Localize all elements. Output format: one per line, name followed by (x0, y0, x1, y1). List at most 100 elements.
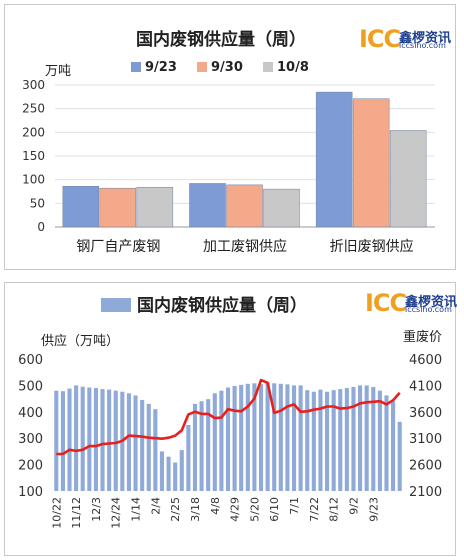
y-axis-label-left: 供应（万吨） (41, 333, 119, 349)
supply-bar (371, 386, 376, 491)
y-tick-label-right: 3100 (409, 432, 442, 447)
supply-bar (331, 390, 336, 491)
supply-bar (93, 388, 98, 491)
logo-url-text-2: iccsino.com (405, 305, 452, 314)
x-tick-label: 12/24 (110, 497, 123, 529)
x-tick-label: 1/14 (130, 497, 143, 522)
y-tick-label: 50 (30, 196, 45, 210)
y-tick-label: 0 (37, 220, 45, 234)
supply-bar (358, 385, 363, 491)
supply-bar (391, 401, 396, 491)
chart-title: 国内废钢供应量（周） (136, 29, 306, 50)
x-tick-label: 2/4 (149, 497, 162, 515)
y-tick-label-right: 2600 (409, 459, 442, 474)
legend-swatch-1 (197, 62, 207, 72)
bar-2-2 (389, 130, 427, 228)
y-tick-label: 200 (22, 125, 45, 139)
x-tick-label: 9/2 (347, 497, 360, 515)
logo-icc-text: ICC (359, 25, 401, 53)
chart-title-2: 国内废钢供应量（周） (137, 295, 307, 316)
supply-bar (126, 393, 131, 491)
x-tick-label: 12/3 (90, 497, 103, 522)
supply-bar (338, 389, 343, 491)
x-tick-label: 4/8 (209, 497, 222, 515)
bar-2-1 (352, 98, 390, 228)
supply-bar (232, 385, 237, 491)
supply-bar (364, 385, 369, 491)
legend-swatch-0 (131, 62, 141, 72)
y-tick-label-left: 400 (18, 406, 43, 421)
supply-bar (60, 391, 65, 491)
supply-bar (173, 462, 178, 491)
supply-bar (351, 386, 356, 491)
supply-bar (384, 395, 389, 491)
logo-icc-text-2: ICC (365, 289, 407, 317)
supply-breakdown-chart: 国内废钢供应量（周） 万吨 9/23 9/30 10/8 0 50 100 150 200 250 3… (22, 29, 435, 255)
supply-bar (54, 390, 59, 491)
supply-bar (265, 382, 270, 491)
x-tick-label: 8/12 (328, 497, 341, 522)
x-tick-label: 3/18 (189, 497, 202, 522)
legend-label-0: 9/23 (145, 60, 177, 75)
logo-url-text: iccsino.com (399, 41, 446, 50)
bar-1-1 (226, 184, 263, 228)
y-tick-label-left: 200 (18, 459, 43, 474)
supply-bar (107, 389, 112, 491)
bar-1-0 (189, 183, 226, 228)
bar-2-0 (315, 91, 353, 228)
supply-bar (146, 403, 151, 491)
icc-logo-2: ICC 鑫椤资讯 iccsino.com (365, 289, 457, 317)
weekly-supply-price-chart-panel: 国内废钢供应量（周） 供应（万吨） 重废价 100 200 300 400 500 600 210… (4, 282, 457, 556)
y-tick-label: 100 (22, 173, 45, 187)
supply-bar (305, 390, 310, 491)
y-tick-label-left: 600 (18, 353, 43, 368)
bar-0-1 (99, 187, 137, 228)
supply-breakdown-chart-panel: 国内废钢供应量（周） 万吨 9/23 9/30 10/8 0 50 100 150 200 250 3… (4, 4, 456, 270)
supply-bar (80, 386, 85, 491)
x-tick-label: 2/25 (169, 497, 182, 522)
supply-bar (133, 395, 138, 491)
x-tick-label: 9/23 (367, 497, 380, 522)
x-tick-label: 4/29 (229, 497, 242, 522)
supply-bar (325, 391, 330, 491)
supply-bar (298, 385, 303, 491)
supply-bar (113, 390, 118, 491)
x-tick-label: 7/1 (288, 497, 301, 515)
supply-bar (186, 425, 191, 491)
legend-swatch-supply (101, 298, 131, 312)
x-category-label: 钢厂自产废钢 (76, 239, 160, 255)
y-tick-label-right: 3600 (409, 406, 442, 421)
y-tick-label: 300 (22, 78, 45, 92)
supply-bar (153, 409, 158, 491)
icc-logo: ICC 鑫椤资讯 iccsino.com (359, 25, 451, 53)
bar-1-2 (263, 188, 300, 228)
weekly-supply-price-chart: 国内废钢供应量（周） 供应（万吨） 重废价 100 200 300 400 500 600 210… (18, 295, 442, 529)
supply-bar (159, 451, 165, 491)
supply-bar (67, 388, 72, 491)
x-tick-label: 6/10 (268, 497, 281, 522)
y-axis-label-right: 重废价 (403, 329, 442, 345)
y-tick-label: 250 (22, 102, 45, 116)
y-tick-label: 150 (22, 149, 45, 163)
supply-bar (206, 399, 211, 491)
supply-bar (258, 384, 264, 491)
supply-bar (199, 401, 204, 491)
x-tick-label: 10/22 (50, 497, 63, 529)
supply-bar (100, 389, 105, 491)
y-tick-label-right: 2100 (409, 485, 442, 500)
logo-cn-text-2: 鑫椤资讯 (405, 295, 458, 310)
legend-swatch-2 (263, 62, 273, 72)
supply-bar (219, 390, 224, 491)
x-tick-label: 11/12 (70, 497, 83, 529)
supply-bar (291, 385, 297, 491)
supply-bar (87, 387, 92, 491)
legend-label-2: 10/8 (277, 60, 309, 75)
supply-bar (212, 393, 217, 491)
supply-bar (179, 450, 184, 491)
supply-bar (344, 388, 349, 491)
y-tick-label-right: 4600 (409, 353, 442, 368)
y-tick-label-right: 4100 (409, 379, 442, 394)
x-category-label: 折旧废钢供应 (330, 238, 414, 255)
y-tick-label-left: 500 (18, 379, 43, 394)
supply-bar (140, 399, 145, 491)
